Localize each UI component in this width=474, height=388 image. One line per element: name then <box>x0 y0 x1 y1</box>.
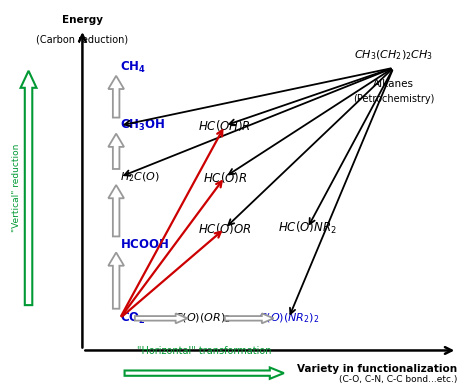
Text: $CH_3(CH_2)_2CH_3$: $CH_3(CH_2)_2CH_3$ <box>354 48 433 62</box>
FancyArrow shape <box>125 367 284 379</box>
Text: $HC(O)OR$: $HC(O)OR$ <box>198 221 252 236</box>
FancyArrow shape <box>108 185 124 236</box>
Text: "Vertical" reduction: "Vertical" reduction <box>12 144 21 232</box>
Text: Variety in functionalization: Variety in functionalization <box>297 364 457 374</box>
FancyArrow shape <box>108 253 124 309</box>
Text: $\mathbf{CH_3OH}$: $\mathbf{CH_3OH}$ <box>120 118 165 133</box>
Text: $HC(O)R$: $HC(O)R$ <box>203 170 247 185</box>
Text: $\mathbf{HCOOH}$: $\mathbf{HCOOH}$ <box>120 238 169 251</box>
Text: Alkanes: Alkanes <box>373 79 414 89</box>
Text: (C-O, C-N, C-C bond...etc.): (C-O, C-N, C-C bond...etc.) <box>339 375 457 384</box>
Text: $HC(O)NR_2$: $HC(O)NR_2$ <box>278 220 337 236</box>
FancyArrow shape <box>108 76 124 118</box>
Text: $C(O)(OR)_2$: $C(O)(OR)_2$ <box>174 312 231 325</box>
Text: $C(O)(NR_2)_2$: $C(O)(NR_2)_2$ <box>258 312 319 325</box>
Text: $H_2C(O)$: $H_2C(O)$ <box>120 170 160 184</box>
Text: "Horizontal" transformation: "Horizontal" transformation <box>137 346 272 356</box>
Text: Energy: Energy <box>62 16 103 26</box>
FancyArrow shape <box>20 71 36 305</box>
FancyArrow shape <box>108 133 124 169</box>
Text: $HC(OH)R$: $HC(OH)R$ <box>198 118 251 133</box>
FancyArrow shape <box>135 314 187 323</box>
FancyArrow shape <box>225 314 273 323</box>
Text: (Petrochemistry): (Petrochemistry) <box>353 94 434 104</box>
Text: $\mathbf{CO_2}$: $\mathbf{CO_2}$ <box>120 311 146 326</box>
Text: $\mathbf{CH_4}$: $\mathbf{CH_4}$ <box>120 60 146 75</box>
Text: (Carbon reduction): (Carbon reduction) <box>36 35 128 44</box>
